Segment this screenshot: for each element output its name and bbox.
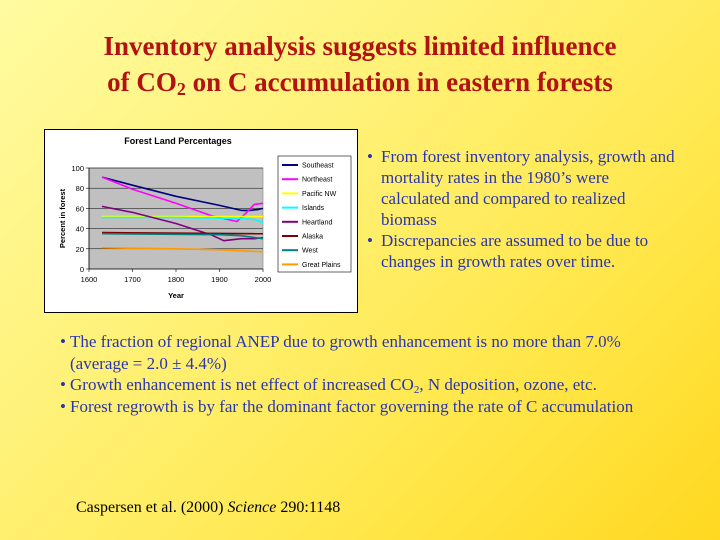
bullet-marker: • xyxy=(367,231,373,250)
y-tick-label: 80 xyxy=(76,184,84,193)
x-tick-label: 1700 xyxy=(124,275,141,284)
right-bullet-2-text: Discrepancies are assumed to be due to c… xyxy=(381,231,649,271)
title-line-2-pre: of CO xyxy=(107,67,177,97)
x-axis-label: Year xyxy=(168,291,184,300)
right-bullet-list: • From forest inventory analysis, growth… xyxy=(367,146,677,272)
forest-land-chart: Forest Land Percentages 0 20 40 60 80 100 1600 1… xyxy=(44,129,358,313)
series-line-alaska xyxy=(101,231,264,235)
y-tick-label: 20 xyxy=(76,245,84,254)
legend-label: Alaska xyxy=(302,234,323,241)
citation-authors: Caspersen et al. (2000) xyxy=(76,499,228,516)
series-line-west xyxy=(101,232,264,240)
bottom-bullet-1-text: The fraction of regional ANEP due to gro… xyxy=(70,332,621,373)
bottom-bullet-2: • Growth enhancement is net effect of in… xyxy=(60,374,680,396)
y-tick-label: 40 xyxy=(76,225,84,234)
x-tick-label: 2000 xyxy=(255,275,272,284)
citation-journal: Science xyxy=(227,499,277,516)
citation-reference: 290:1148 xyxy=(276,499,341,516)
citation: Caspersen et al. (2000) Science 290:1148 xyxy=(76,498,340,518)
bottom-bullet-2-pre: Growth enhancement is net effect of incr… xyxy=(70,375,414,394)
y-tick-label: 100 xyxy=(71,164,84,173)
bullet-marker: • xyxy=(60,375,66,394)
chart-title: Forest Land Percentages xyxy=(124,136,232,146)
right-bullet-1-text: From forest inventory analysis, growth a… xyxy=(381,147,675,229)
bottom-bullet-3: • Forest regrowth is by far the dominant… xyxy=(60,396,680,418)
right-bullet-2: • Discrepancies are assumed to be due to… xyxy=(367,230,677,272)
x-tick-label: 1800 xyxy=(168,275,185,284)
y-axis-label: Percent in forest xyxy=(58,188,67,248)
legend-label: Great Plains xyxy=(302,262,341,269)
legend-box xyxy=(277,155,352,273)
legend-label: West xyxy=(302,248,318,255)
legend-label: Pacific NW xyxy=(302,191,337,198)
co2-subscript: 2 xyxy=(413,384,420,396)
series-line-heartland xyxy=(101,205,264,242)
bullet-marker: • xyxy=(367,147,373,166)
bullet-marker: • xyxy=(60,332,66,351)
series-line-great-plains xyxy=(101,247,264,253)
legend-label: Northeast xyxy=(302,177,332,184)
forest-land-chart-svg: Forest Land Percentages 0 20 40 60 80 100 1600 1… xyxy=(58,136,352,300)
legend-label: Southeast xyxy=(302,163,334,170)
y-tick-label: 60 xyxy=(76,204,84,213)
y-tick-label: 0 xyxy=(80,265,84,274)
legend-label: Islands xyxy=(302,205,325,212)
slide-title: Inventory analysis suggests limited infl… xyxy=(0,28,720,100)
bottom-bullet-3-text: Forest regrowth is by far the dominant f… xyxy=(70,396,634,416)
title-line-2: of CO2 on C accumulation in eastern fore… xyxy=(0,64,720,100)
bottom-bullet-1: • The fraction of regional ANEP due to g… xyxy=(60,331,680,374)
bullet-marker: • xyxy=(60,396,66,416)
bottom-bullet-list: • The fraction of regional ANEP due to g… xyxy=(60,331,680,417)
x-tick-label: 1600 xyxy=(81,275,98,284)
series-line-southeast xyxy=(101,176,264,212)
bottom-bullet-2-post: , N deposition, ozone, etc. xyxy=(419,375,597,394)
title-line-1: Inventory analysis suggests limited infl… xyxy=(103,31,617,61)
legend-label: Heartland xyxy=(302,219,332,226)
title-co2-subscript: 2 xyxy=(176,79,186,99)
title-line-2-post: on C accumulation in eastern forests xyxy=(185,67,613,97)
x-tick-label: 1900 xyxy=(211,275,228,284)
right-bullet-1: • From forest inventory analysis, growth… xyxy=(367,146,677,230)
